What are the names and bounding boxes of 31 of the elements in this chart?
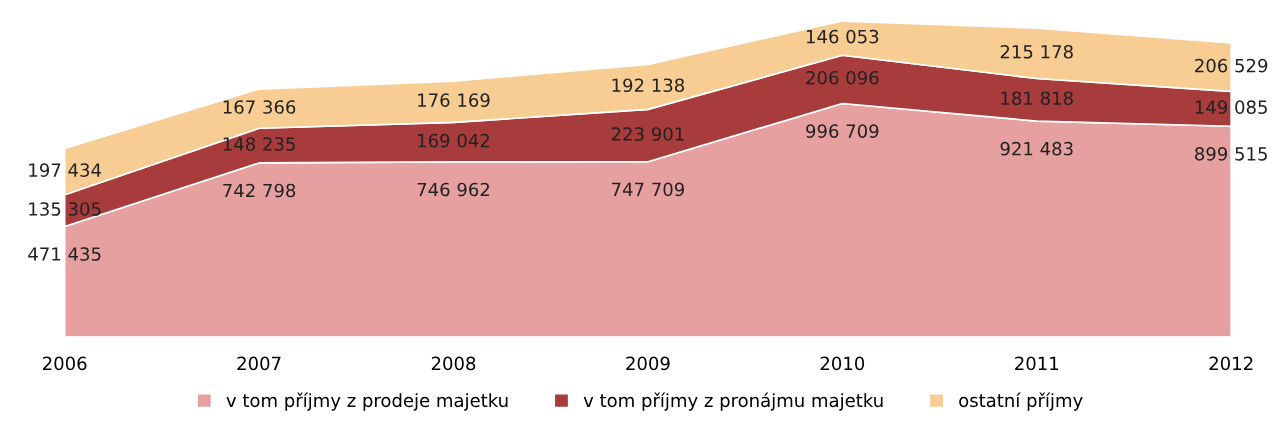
data-label: 176 169 xyxy=(418,93,490,107)
data-label: 192 138 xyxy=(612,78,685,93)
legend-label: v tom příjmy z pronájmu majetku xyxy=(583,392,883,411)
data-label: 206 529 xyxy=(1195,58,1268,73)
x-tick-label: 2009 xyxy=(626,356,670,371)
data-label: 146 053 xyxy=(806,29,879,44)
data-label: 215 178 xyxy=(1000,44,1073,59)
data-label: 747 709 xyxy=(612,182,684,197)
x-tick-label: 2011 xyxy=(1015,356,1059,371)
x-tick-label: 2007 xyxy=(237,356,281,371)
data-label: 148 235 xyxy=(223,137,295,151)
x-tick-label: 2008 xyxy=(431,356,476,371)
data-label: 223 901 xyxy=(611,127,684,141)
legend-label: ostatní příjmy xyxy=(959,392,1083,411)
data-label: 471 435 xyxy=(28,247,101,261)
data-label: 746 962 xyxy=(417,182,490,197)
data-label: 899 515 xyxy=(1195,146,1267,161)
data-label: 149 085 xyxy=(1195,100,1267,115)
data-label: 996 709 xyxy=(806,124,879,138)
x-tick-label: 2006 xyxy=(43,356,87,371)
data-label: 167 366 xyxy=(223,100,296,114)
data-label: 135 305 xyxy=(29,202,101,216)
legend-label: v tom příjmy z prodeje majetku xyxy=(226,392,508,411)
data-label: 181 818 xyxy=(1001,91,1073,106)
x-tick-label: 2012 xyxy=(1209,356,1253,371)
data-label: 921 483 xyxy=(1000,141,1073,156)
data-label: 169 042 xyxy=(418,133,490,148)
data-label: 206 096 xyxy=(806,70,879,85)
data-label: 197 434 xyxy=(29,163,101,177)
data-label: 742 798 xyxy=(223,183,296,198)
x-tick-label: 2010 xyxy=(820,356,865,371)
